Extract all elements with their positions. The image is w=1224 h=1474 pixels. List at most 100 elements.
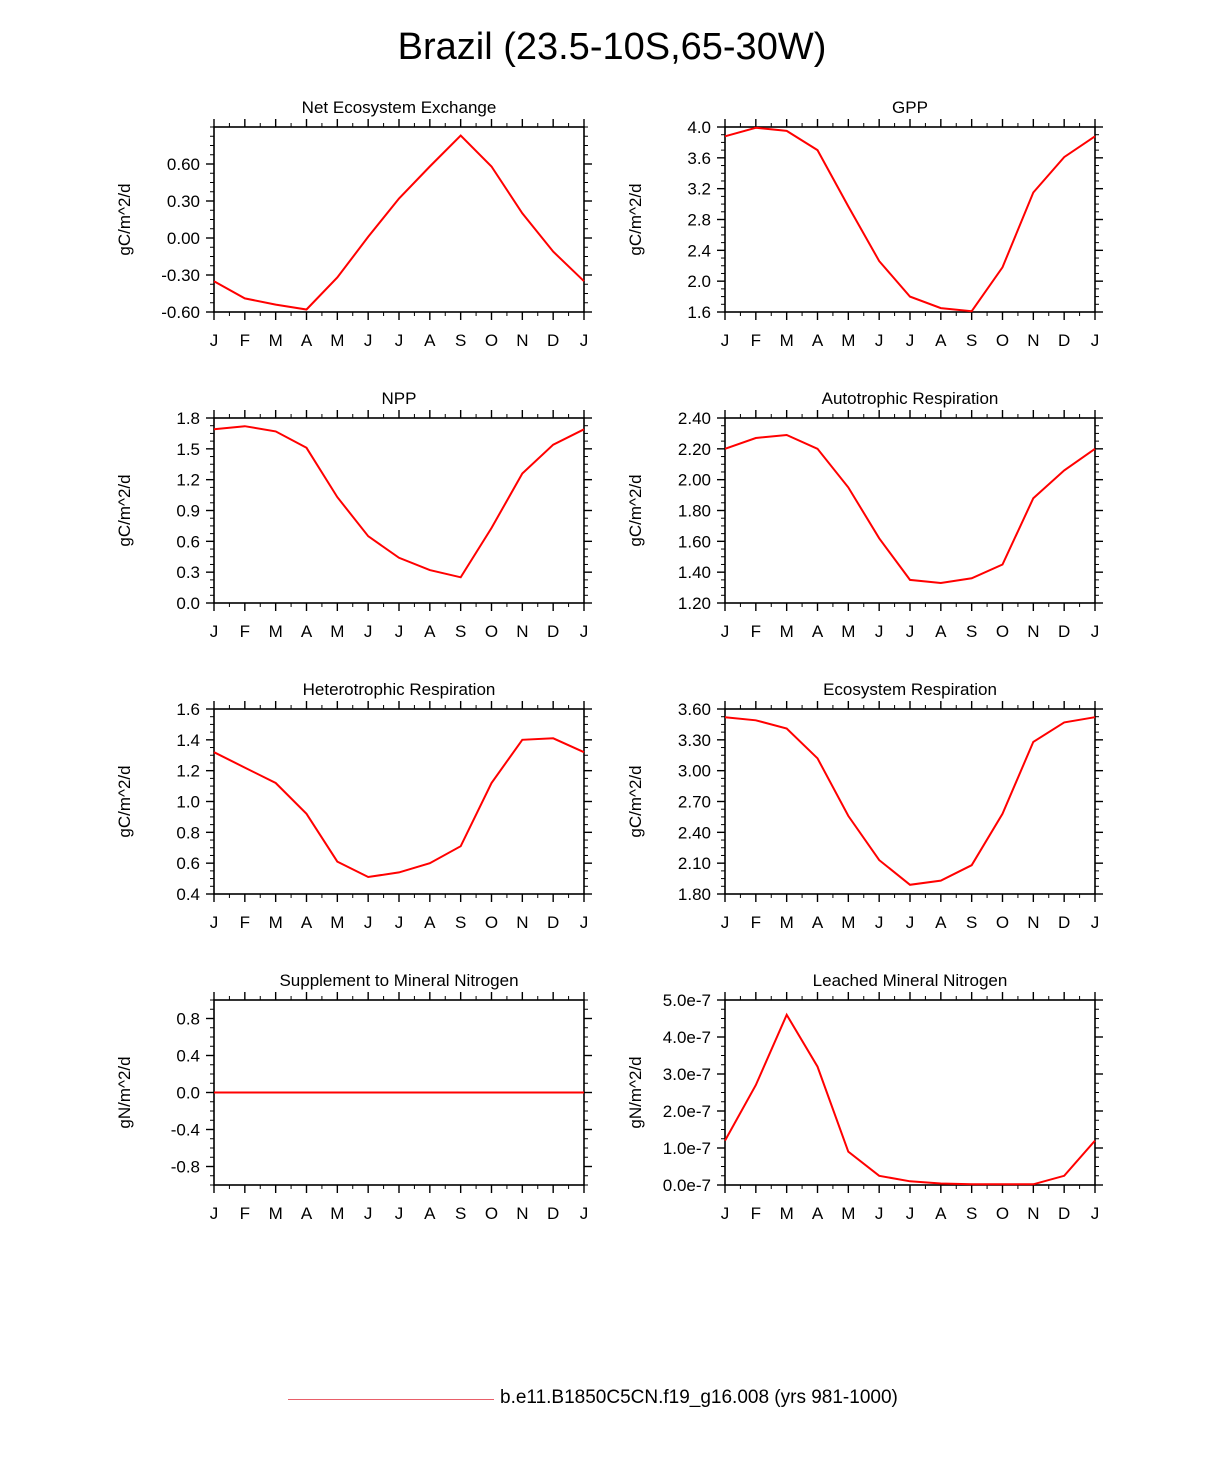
- x-tick-label: O: [996, 1204, 1009, 1223]
- y-tick-label: 1.60: [678, 532, 711, 551]
- x-tick-label: A: [812, 331, 824, 350]
- y-tick-label: 2.20: [678, 440, 711, 459]
- x-tick-label: F: [240, 622, 250, 641]
- x-tick-label: S: [455, 331, 466, 350]
- x-tick-label: S: [966, 913, 977, 932]
- x-tick-label: F: [751, 622, 761, 641]
- y-axis-label: gC/m^2/d: [115, 474, 134, 546]
- y-tick-label: 0.8: [176, 1010, 200, 1029]
- x-tick-label: N: [516, 1204, 528, 1223]
- x-tick-label: O: [485, 331, 498, 350]
- x-tick-label: M: [780, 622, 794, 641]
- x-tick-label: M: [330, 1204, 344, 1223]
- x-tick-label: J: [906, 1204, 915, 1223]
- x-tick-label: A: [301, 622, 313, 641]
- x-tick-label: J: [580, 1204, 589, 1223]
- y-axis-label: gC/m^2/d: [115, 183, 134, 255]
- x-tick-label: O: [485, 913, 498, 932]
- x-tick-label: J: [395, 622, 404, 641]
- x-tick-label: O: [996, 913, 1009, 932]
- y-tick-label: 0.4: [176, 1047, 200, 1066]
- x-tick-label: J: [875, 331, 884, 350]
- x-tick-label: A: [935, 913, 947, 932]
- x-tick-label: A: [424, 913, 436, 932]
- y-tick-label: 2.70: [678, 793, 711, 812]
- y-tick-label: -0.60: [161, 303, 200, 322]
- x-tick-label: N: [1027, 331, 1039, 350]
- x-tick-label: A: [935, 622, 947, 641]
- x-tick-label: S: [455, 1204, 466, 1223]
- y-tick-label: 0.6: [176, 854, 200, 873]
- x-tick-label: M: [841, 331, 855, 350]
- y-tick-label: 0.00: [167, 229, 200, 248]
- x-tick-label: M: [780, 913, 794, 932]
- x-tick-label: J: [210, 331, 219, 350]
- chart-title: GPP: [892, 98, 928, 117]
- x-tick-label: J: [1091, 913, 1100, 932]
- x-tick-label: D: [1058, 913, 1070, 932]
- x-tick-label: A: [301, 331, 313, 350]
- x-tick-label: J: [580, 622, 589, 641]
- x-tick-label: D: [1058, 1204, 1070, 1223]
- y-tick-label: 1.40: [678, 563, 711, 582]
- x-tick-label: F: [751, 331, 761, 350]
- series-line: [213, 134, 585, 311]
- y-tick-label: 3.0e-7: [663, 1065, 711, 1084]
- x-tick-label: J: [1091, 1204, 1100, 1223]
- y-tick-label: 2.10: [678, 854, 711, 873]
- x-tick-label: D: [547, 913, 559, 932]
- x-tick-label: A: [424, 1204, 436, 1223]
- x-tick-label: D: [1058, 331, 1070, 350]
- x-tick-label: O: [996, 622, 1009, 641]
- x-tick-label: J: [721, 913, 730, 932]
- y-tick-label: 4.0: [687, 118, 711, 137]
- chart-title: Supplement to Mineral Nitrogen: [279, 971, 518, 990]
- x-tick-label: J: [210, 913, 219, 932]
- x-tick-label: A: [424, 622, 436, 641]
- y-tick-label: 1.2: [176, 471, 200, 490]
- y-tick-label: 0.30: [167, 192, 200, 211]
- x-tick-label: M: [780, 1204, 794, 1223]
- y-tick-label: 2.8: [687, 211, 711, 230]
- series-line: [724, 126, 1096, 313]
- x-tick-label: J: [906, 331, 915, 350]
- x-tick-label: F: [240, 913, 250, 932]
- plot-frame: [213, 417, 585, 604]
- x-tick-label: J: [906, 622, 915, 641]
- y-tick-label: 2.40: [678, 409, 711, 428]
- y-tick-label: 1.4: [176, 731, 200, 750]
- y-tick-label: 2.40: [678, 823, 711, 842]
- x-tick-label: M: [330, 331, 344, 350]
- y-tick-label: 0.60: [167, 155, 200, 174]
- y-tick-label: 3.2: [687, 180, 711, 199]
- x-tick-label: A: [301, 1204, 313, 1223]
- x-tick-label: J: [1091, 622, 1100, 641]
- x-tick-label: J: [395, 1204, 404, 1223]
- y-axis-label: gC/m^2/d: [115, 765, 134, 837]
- y-tick-label: 2.0: [687, 272, 711, 291]
- x-tick-label: J: [210, 622, 219, 641]
- y-axis-label: gC/m^2/d: [626, 474, 645, 546]
- y-tick-label: 0.8: [176, 823, 200, 842]
- plot-frame: [724, 417, 1096, 604]
- x-tick-label: M: [330, 622, 344, 641]
- x-tick-label: M: [269, 1204, 283, 1223]
- series-line: [724, 716, 1096, 886]
- y-tick-label: 1.20: [678, 594, 711, 613]
- x-tick-label: J: [364, 913, 373, 932]
- chart-title: Leached Mineral Nitrogen: [813, 971, 1008, 990]
- x-tick-label: J: [721, 622, 730, 641]
- x-tick-label: J: [364, 622, 373, 641]
- x-tick-label: J: [721, 331, 730, 350]
- x-tick-label: N: [1027, 622, 1039, 641]
- y-axis-label: gN/m^2/d: [115, 1056, 134, 1128]
- chart-panel-6: Supplement to Mineral Nitrogen gN/m^2/d J F…: [115, 971, 592, 1223]
- x-tick-label: M: [330, 913, 344, 932]
- x-tick-label: S: [966, 622, 977, 641]
- x-tick-label: J: [580, 913, 589, 932]
- x-tick-label: J: [364, 1204, 373, 1223]
- y-tick-label: 0.6: [176, 532, 200, 551]
- x-tick-label: S: [966, 1204, 977, 1223]
